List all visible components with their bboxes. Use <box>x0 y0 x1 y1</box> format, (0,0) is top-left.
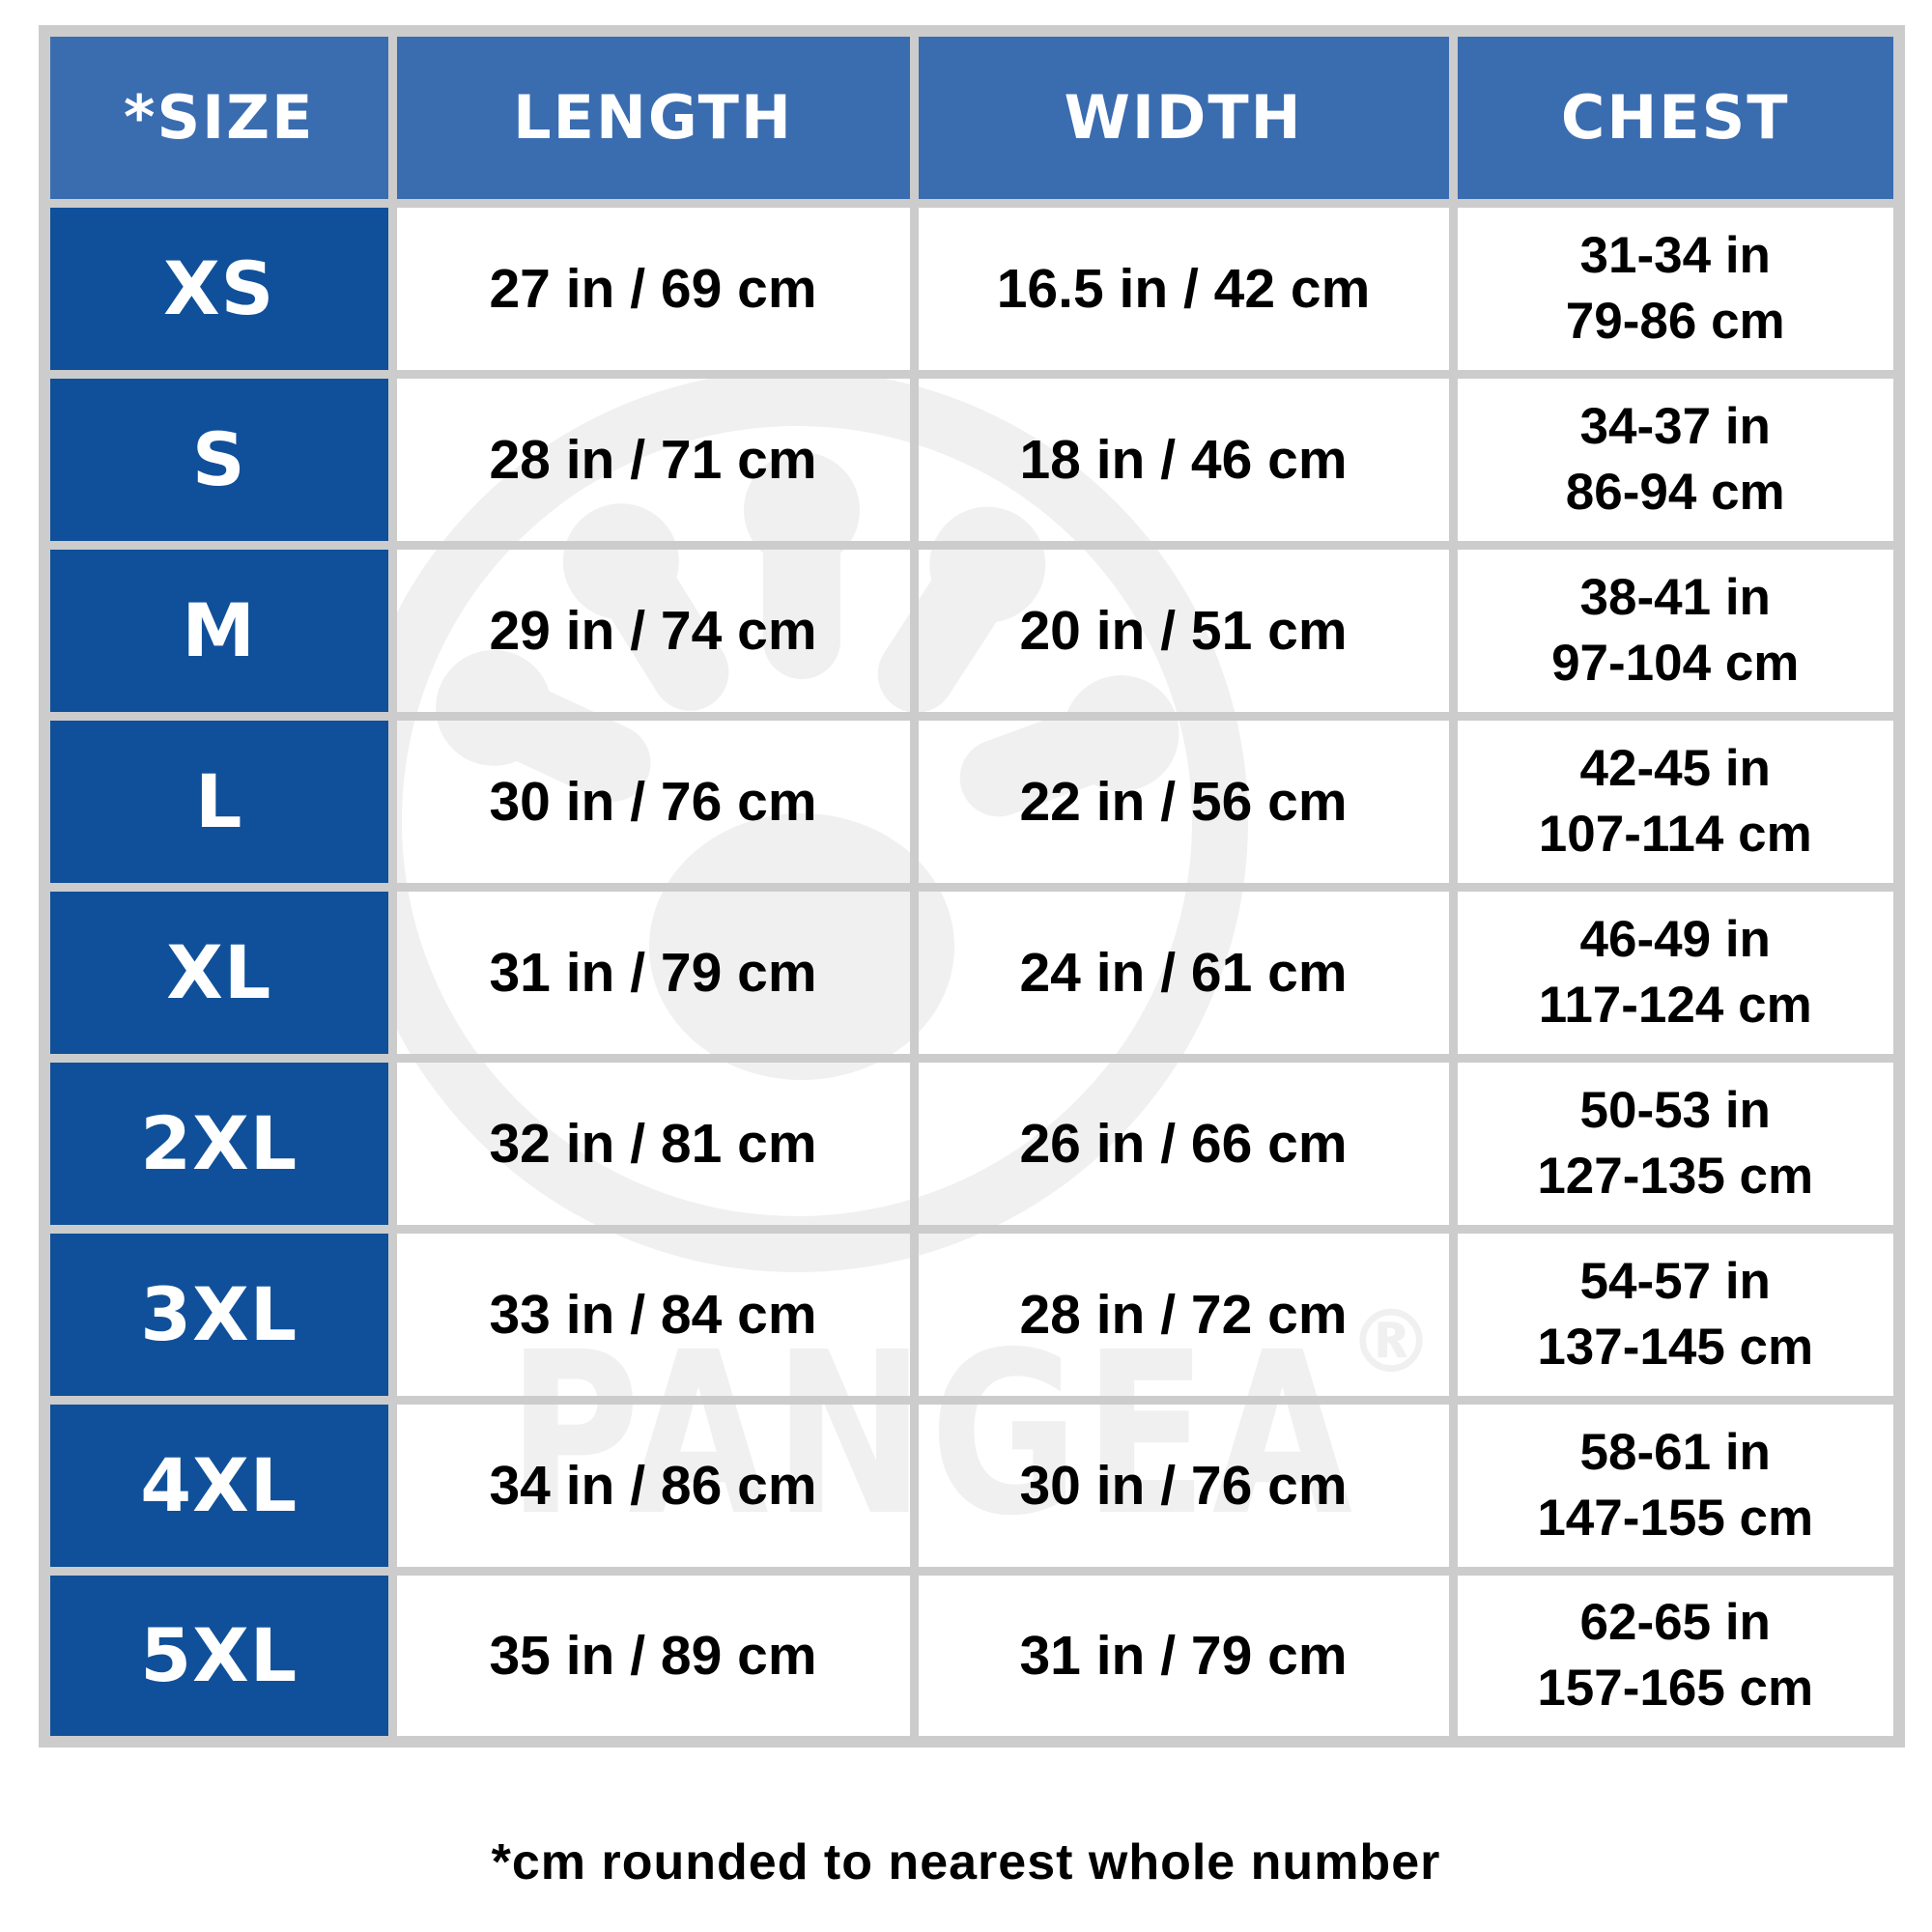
length-value: 35 in / 89 cm <box>387 1566 919 1747</box>
chest-value: 46-49 in 117-124 cm <box>1448 882 1904 1063</box>
chest-centimeters: 79-86 cm <box>1565 292 1785 350</box>
chest-value: 58-61 in 147-155 cm <box>1448 1395 1904 1576</box>
header-chest: CHEST <box>1448 26 1904 208</box>
chest-centimeters: 107-114 cm <box>1538 805 1812 863</box>
width-value: 22 in / 56 cm <box>909 711 1458 892</box>
width-value: 16.5 in / 42 cm <box>909 198 1458 379</box>
chest-centimeters: 147-155 cm <box>1537 1489 1814 1547</box>
chest-inches: 38-41 in <box>1579 568 1771 626</box>
chest-inches: 50-53 in <box>1579 1081 1771 1139</box>
chest-value: 31-34 in 79-86 cm <box>1448 198 1904 379</box>
length-value: 31 in / 79 cm <box>387 882 919 1063</box>
width-value: 30 in / 76 cm <box>909 1395 1458 1576</box>
chest-value: 34-37 in 86-94 cm <box>1448 369 1904 550</box>
chest-centimeters: 157-165 cm <box>1537 1659 1814 1717</box>
chest-value: 42-45 in 107-114 cm <box>1448 711 1904 892</box>
size-label: 5XL <box>40 1566 397 1747</box>
header-row: *SIZE LENGTH WIDTH CHEST <box>40 26 1904 208</box>
size-label: M <box>40 540 397 721</box>
table-row-3xl: 3XL 33 in / 84 cm 28 in / 72 cm 54-57 in… <box>40 1224 1904 1405</box>
width-value: 20 in / 51 cm <box>909 540 1458 721</box>
chest-value: 38-41 in 97-104 cm <box>1448 540 1904 721</box>
length-value: 30 in / 76 cm <box>387 711 919 892</box>
chest-inches: 46-49 in <box>1579 910 1771 968</box>
size-label: S <box>40 369 397 550</box>
chest-centimeters: 86-94 cm <box>1565 463 1785 521</box>
width-value: 24 in / 61 cm <box>909 882 1458 1063</box>
length-value: 28 in / 71 cm <box>387 369 919 550</box>
chest-inches: 31-34 in <box>1579 226 1771 284</box>
length-value: 27 in / 69 cm <box>387 198 919 379</box>
size-label: 2XL <box>40 1053 397 1234</box>
width-value: 26 in / 66 cm <box>909 1053 1458 1234</box>
chest-inches: 62-65 in <box>1579 1593 1771 1651</box>
size-label: XS <box>40 198 397 379</box>
table-row-2xl: 2XL 32 in / 81 cm 26 in / 66 cm 50-53 in… <box>40 1053 1904 1234</box>
chest-centimeters: 137-145 cm <box>1537 1318 1814 1376</box>
table-row-s: S 28 in / 71 cm 18 in / 46 cm 34-37 in 8… <box>40 369 1904 550</box>
chest-centimeters: 127-135 cm <box>1537 1147 1814 1205</box>
width-value: 18 in / 46 cm <box>909 369 1458 550</box>
length-value: 29 in / 74 cm <box>387 540 919 721</box>
table-row-5xl: 5XL 35 in / 89 cm 31 in / 79 cm 62-65 in… <box>40 1566 1904 1747</box>
length-value: 34 in / 86 cm <box>387 1395 919 1576</box>
table-row-xl: XL 31 in / 79 cm 24 in / 61 cm 46-49 in … <box>40 882 1904 1063</box>
header-width: WIDTH <box>909 26 1458 208</box>
footnote: *cm rounded to nearest whole number <box>491 1834 1441 1890</box>
chest-value: 54-57 in 137-145 cm <box>1448 1224 1904 1405</box>
header-length: LENGTH <box>387 26 919 208</box>
table-row-l: L 30 in / 76 cm 22 in / 56 cm 42-45 in 1… <box>40 711 1904 892</box>
width-value: 31 in / 79 cm <box>909 1566 1458 1747</box>
length-value: 32 in / 81 cm <box>387 1053 919 1234</box>
header-size: *SIZE <box>40 26 397 208</box>
chest-value: 50-53 in 127-135 cm <box>1448 1053 1904 1234</box>
chest-centimeters: 97-104 cm <box>1551 634 1800 692</box>
chest-centimeters: 117-124 cm <box>1538 976 1812 1034</box>
chest-inches: 58-61 in <box>1579 1423 1771 1481</box>
chest-inches: 42-45 in <box>1579 739 1771 797</box>
chest-inches: 54-57 in <box>1579 1252 1771 1310</box>
length-value: 33 in / 84 cm <box>387 1224 919 1405</box>
table-row-4xl: 4XL 34 in / 86 cm 30 in / 76 cm 58-61 in… <box>40 1395 1904 1576</box>
size-label: 3XL <box>40 1224 397 1405</box>
size-label: 4XL <box>40 1395 397 1576</box>
size-chart-table: *SIZE LENGTH WIDTH CHEST XS 27 in / 69 c… <box>39 25 1905 1747</box>
chest-value: 62-65 in 157-165 cm <box>1448 1566 1904 1747</box>
width-value: 28 in / 72 cm <box>909 1224 1458 1405</box>
size-label: L <box>40 711 397 892</box>
chest-inches: 34-37 in <box>1579 397 1771 455</box>
size-label: XL <box>40 882 397 1063</box>
table-row-xs: XS 27 in / 69 cm 16.5 in / 42 cm 31-34 i… <box>40 198 1904 379</box>
table-row-m: M 29 in / 74 cm 20 in / 51 cm 38-41 in 9… <box>40 540 1904 721</box>
